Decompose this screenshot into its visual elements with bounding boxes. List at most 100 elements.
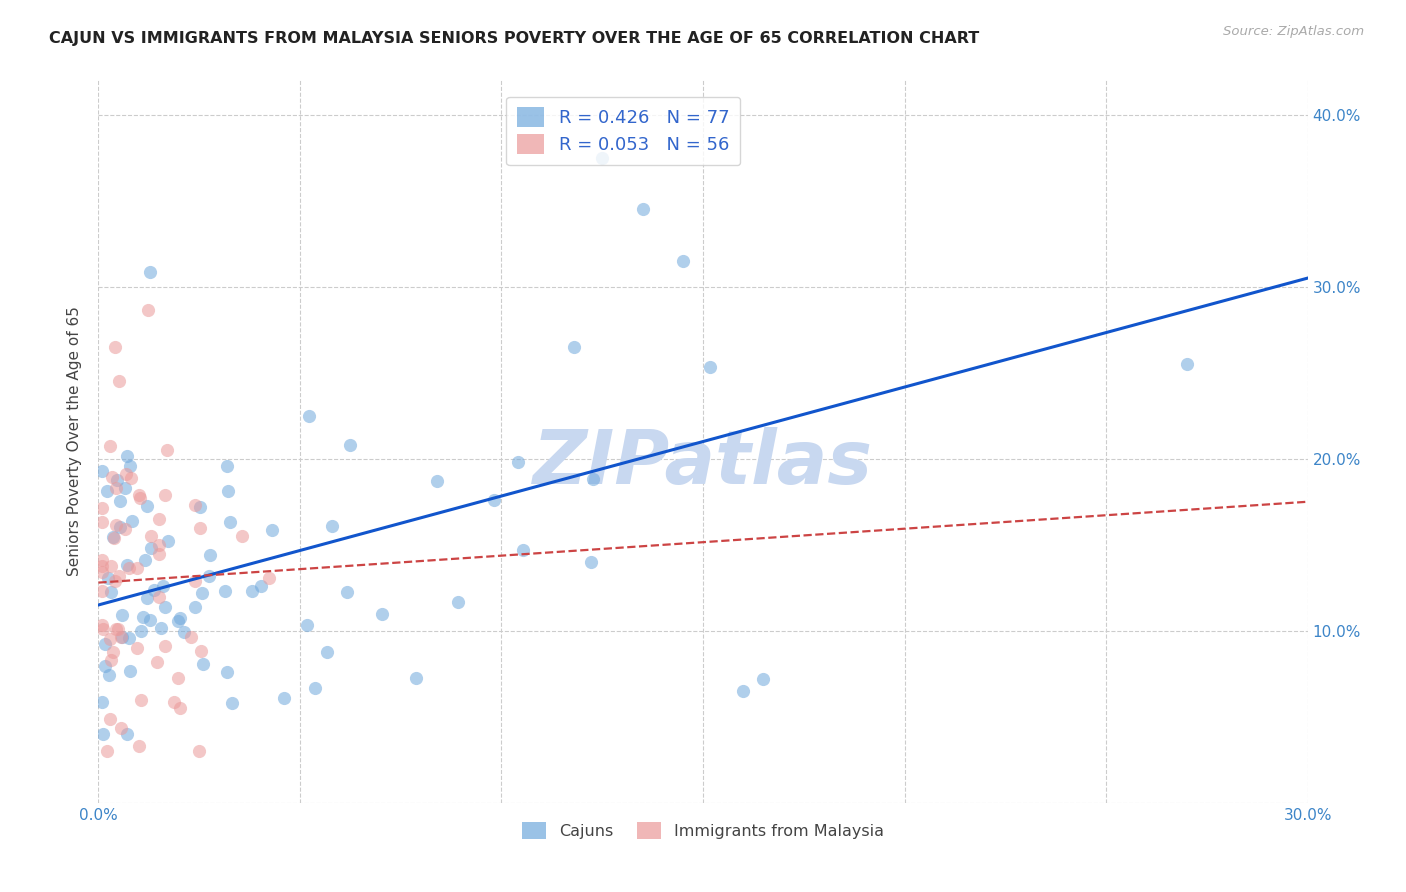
Point bbox=[104, 481, 127, 495]
Point bbox=[188, 521, 211, 535]
Point bbox=[136, 500, 159, 514]
Point bbox=[631, 202, 654, 217]
Point bbox=[138, 265, 160, 279]
Point bbox=[91, 501, 114, 516]
Point bbox=[138, 614, 160, 628]
Point bbox=[405, 671, 427, 685]
Point bbox=[110, 631, 132, 645]
Point bbox=[153, 599, 176, 614]
Point bbox=[321, 518, 343, 533]
Point bbox=[91, 622, 114, 636]
Point bbox=[1175, 357, 1198, 371]
Point bbox=[111, 608, 134, 623]
Point bbox=[91, 695, 114, 709]
Point bbox=[752, 672, 775, 686]
Point bbox=[114, 481, 136, 495]
Point bbox=[118, 458, 141, 473]
Point bbox=[152, 579, 174, 593]
Point bbox=[214, 584, 236, 599]
Point bbox=[115, 558, 138, 573]
Point bbox=[105, 473, 128, 487]
Point bbox=[132, 610, 155, 624]
Point bbox=[191, 586, 214, 600]
Point bbox=[129, 491, 152, 505]
Point bbox=[118, 561, 141, 575]
Point bbox=[193, 657, 215, 671]
Point bbox=[295, 617, 318, 632]
Point bbox=[136, 303, 159, 318]
Point bbox=[98, 712, 121, 726]
Point bbox=[250, 578, 273, 592]
Point bbox=[231, 529, 253, 543]
Point bbox=[316, 645, 339, 659]
Point bbox=[108, 519, 131, 533]
Point bbox=[118, 664, 141, 678]
Point bbox=[120, 471, 142, 485]
Point bbox=[103, 532, 125, 546]
Point bbox=[579, 555, 602, 569]
Point bbox=[101, 530, 124, 544]
Point bbox=[562, 340, 585, 354]
Point bbox=[136, 591, 159, 605]
Point bbox=[96, 744, 118, 758]
Point bbox=[188, 744, 211, 758]
Point bbox=[240, 584, 263, 599]
Point bbox=[190, 644, 212, 658]
Point bbox=[107, 622, 129, 636]
Point bbox=[100, 584, 122, 599]
Point bbox=[259, 571, 281, 585]
Point bbox=[153, 488, 176, 502]
Point bbox=[167, 614, 190, 628]
Point bbox=[169, 700, 191, 714]
Point bbox=[215, 665, 238, 679]
Point bbox=[98, 632, 121, 646]
Point bbox=[100, 558, 122, 573]
Point bbox=[118, 631, 141, 645]
Text: ZIPatlas: ZIPatlas bbox=[533, 426, 873, 500]
Point bbox=[156, 442, 179, 457]
Point bbox=[104, 574, 127, 588]
Point bbox=[93, 727, 115, 741]
Point bbox=[111, 631, 134, 645]
Point bbox=[339, 438, 361, 452]
Legend: Cajuns, Immigrants from Malaysia: Cajuns, Immigrants from Malaysia bbox=[516, 816, 890, 846]
Point bbox=[110, 721, 132, 735]
Point bbox=[101, 470, 124, 484]
Point bbox=[105, 622, 128, 636]
Point bbox=[162, 694, 184, 708]
Point bbox=[108, 493, 131, 508]
Point bbox=[114, 522, 136, 536]
Point bbox=[184, 574, 207, 588]
Point bbox=[127, 561, 149, 575]
Point bbox=[273, 690, 295, 705]
Point bbox=[139, 541, 162, 555]
Point bbox=[149, 621, 172, 635]
Point bbox=[128, 488, 150, 502]
Point bbox=[91, 552, 114, 566]
Point bbox=[115, 449, 138, 463]
Point bbox=[139, 528, 162, 542]
Point bbox=[156, 534, 179, 549]
Point bbox=[134, 553, 156, 567]
Point bbox=[148, 511, 170, 525]
Point bbox=[96, 484, 118, 499]
Point bbox=[91, 618, 114, 632]
Point bbox=[91, 464, 114, 478]
Point bbox=[188, 500, 211, 515]
Point bbox=[198, 548, 221, 562]
Point bbox=[97, 571, 120, 585]
Point bbox=[142, 582, 165, 597]
Point bbox=[91, 515, 114, 529]
Point bbox=[98, 668, 121, 682]
Point bbox=[121, 514, 143, 528]
Point bbox=[101, 645, 124, 659]
Point bbox=[217, 484, 239, 499]
Point bbox=[167, 671, 190, 685]
Point bbox=[198, 569, 221, 583]
Point bbox=[336, 585, 359, 599]
Point bbox=[512, 542, 534, 557]
Point bbox=[94, 636, 117, 650]
Point bbox=[304, 681, 326, 695]
Point bbox=[129, 693, 152, 707]
Point bbox=[115, 467, 138, 481]
